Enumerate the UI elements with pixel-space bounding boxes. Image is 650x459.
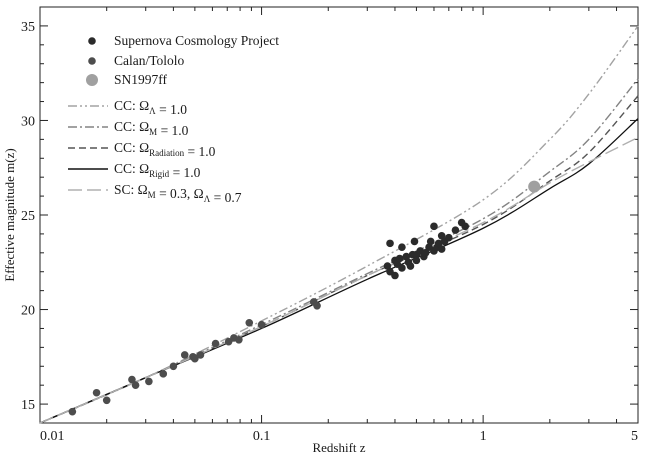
- data-point: [395, 254, 404, 263]
- data-point: [145, 377, 153, 386]
- data-point: [224, 337, 233, 346]
- data-point: [437, 232, 446, 240]
- legend-marker: [88, 37, 96, 45]
- data-point: [196, 351, 205, 359]
- data-point: [528, 180, 541, 193]
- legend-label: SC: ΩM = 0.3, ΩΛ = 0.7: [114, 182, 242, 205]
- legend-label: CC: ΩRigid = 1.0: [114, 161, 201, 180]
- data-point: [313, 301, 321, 310]
- x-axis-title: Redshift z: [312, 440, 365, 455]
- data-point: [235, 336, 243, 344]
- data-point: [434, 239, 443, 248]
- legend: Supernova Cosmology Project Calan/Tololo S…: [68, 33, 279, 205]
- data-point: [131, 381, 140, 389]
- legend-label: Calan/Tololo: [114, 53, 185, 68]
- x-tick-label: 0.1: [253, 429, 271, 444]
- data-point: [398, 264, 406, 272]
- data-point: [391, 271, 399, 280]
- legend-label: CC: ΩΛ = 1.0: [114, 98, 187, 117]
- data-point: [445, 233, 453, 242]
- legend-label: SN1997ff: [114, 72, 168, 87]
- data-points: [68, 180, 541, 416]
- x-tick-label: 5: [631, 429, 638, 444]
- x-tick-label: 0.01: [40, 429, 65, 444]
- y-tick-label: 25: [21, 209, 35, 224]
- model-curve: [39, 136, 639, 424]
- plot-frame: [39, 6, 639, 424]
- data-point: [383, 262, 392, 270]
- legend-label: CC: ΩRadiation = 1.0: [114, 140, 216, 159]
- legend-label: Supernova Cosmology Project: [114, 33, 279, 48]
- data-point: [169, 362, 178, 371]
- legend-label: CC: ΩM = 1.0: [114, 119, 189, 138]
- legend-marker: [86, 74, 98, 86]
- data-point: [257, 320, 266, 329]
- data-point: [180, 351, 189, 359]
- data-point: [421, 249, 430, 257]
- data-point: [245, 318, 254, 327]
- x-tick-label: 1: [480, 429, 487, 444]
- y-tick-label: 15: [21, 398, 35, 413]
- data-point: [430, 222, 438, 231]
- legend-marker: [88, 57, 96, 65]
- data-point: [159, 370, 168, 378]
- data-point: [398, 243, 406, 251]
- data-point: [426, 237, 435, 246]
- data-point: [92, 388, 101, 397]
- data-point: [191, 354, 199, 363]
- data-point: [102, 396, 111, 405]
- y-tick-label: 35: [21, 20, 35, 35]
- data-point: [68, 407, 77, 416]
- y-tick-label: 30: [21, 114, 35, 129]
- data-point: [437, 245, 446, 253]
- data-point: [451, 226, 460, 234]
- data-point: [461, 222, 470, 231]
- y-axis-title: Effective magnitude m(z): [2, 148, 17, 281]
- y-tick-label: 20: [21, 304, 35, 319]
- data-point: [410, 237, 419, 246]
- data-point: [406, 262, 415, 270]
- data-point: [412, 256, 421, 265]
- data-point: [211, 339, 220, 348]
- data-point: [386, 239, 394, 248]
- data-point: [128, 375, 136, 384]
